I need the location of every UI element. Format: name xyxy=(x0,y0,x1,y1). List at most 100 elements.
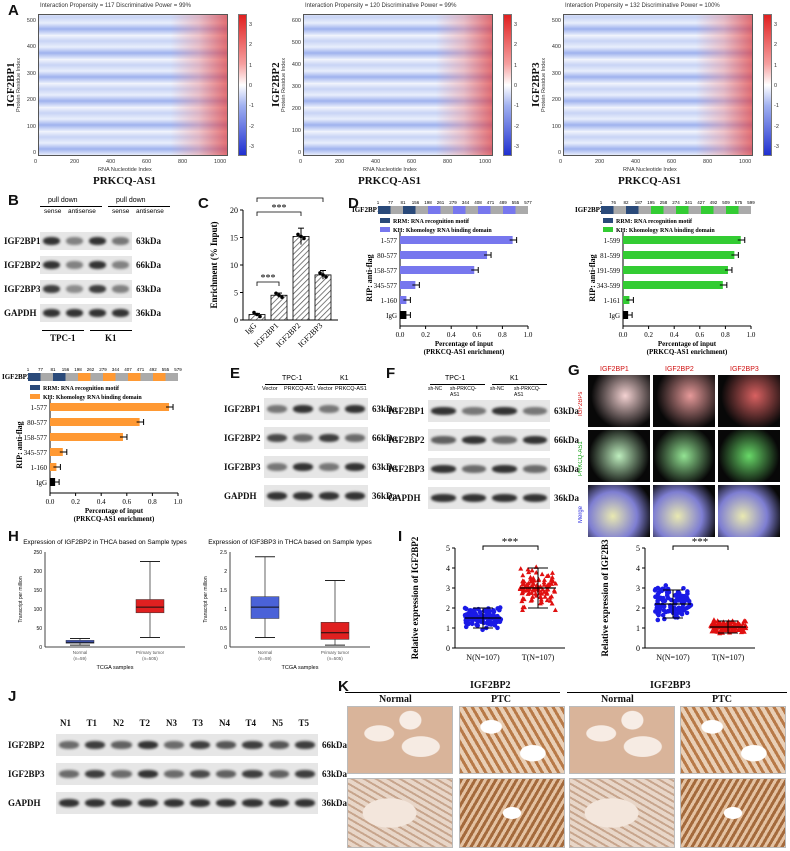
d-domain-number: 509 xyxy=(722,200,730,205)
k-group-label: IGF2BP2 xyxy=(470,680,511,691)
colorbar-tick: 2 xyxy=(514,42,518,49)
blot-kda: 66kDa xyxy=(136,260,162,270)
g-row-label: Merge xyxy=(578,505,584,523)
d-bar xyxy=(50,433,123,441)
i-ytick-label: 3 xyxy=(636,584,640,593)
d-bar xyxy=(400,296,407,304)
d-xtick-label: 0.4 xyxy=(670,331,679,339)
i-point xyxy=(464,606,469,612)
blot-strip xyxy=(40,280,132,298)
f-line xyxy=(430,384,485,385)
d-domain-seg xyxy=(415,206,428,214)
b-lane-2: antisense xyxy=(68,208,96,215)
blot-band xyxy=(137,741,158,749)
blot-band xyxy=(216,799,237,807)
blot-band xyxy=(43,261,60,269)
blot-band xyxy=(112,237,129,245)
blot-band xyxy=(66,309,83,317)
f-lane: sh-PRKCQ-AS1 xyxy=(450,386,477,398)
blot-band xyxy=(137,799,158,807)
i-point xyxy=(497,619,503,625)
d-domain-number: 427 xyxy=(697,200,705,205)
d-domain-seg xyxy=(440,206,453,214)
i-point xyxy=(537,594,543,600)
d-category: IgG xyxy=(609,312,620,320)
blot-band xyxy=(89,285,106,293)
i-point xyxy=(520,572,526,578)
heatmap-xlabel: RNA Nucleotide Index xyxy=(98,167,152,173)
e-cell: K1 xyxy=(340,375,349,382)
blot-kda: 63kDa xyxy=(322,769,348,779)
blot-band xyxy=(522,494,547,502)
d-bar xyxy=(50,448,63,456)
d-xtick-label: 0.2 xyxy=(644,331,653,339)
blot-band xyxy=(492,465,517,473)
i-point xyxy=(552,607,558,612)
d-bar xyxy=(623,236,741,244)
i-point xyxy=(520,579,526,584)
heatmap-header: Interaction Propensity = 117 Discriminat… xyxy=(40,3,191,9)
g-fluor-image xyxy=(718,375,780,427)
d-domain-number: 407 xyxy=(124,367,132,372)
i-point xyxy=(711,625,717,631)
f-lane: sh-PRKCQ-AS1 xyxy=(514,386,541,398)
d-domain-number: 77 xyxy=(38,367,44,372)
heatmap-xtick: 600 xyxy=(667,159,677,165)
panel-e-letter: E xyxy=(230,365,241,382)
heatmap-ytick: 200 xyxy=(26,97,36,104)
heatmap-colorbar xyxy=(238,14,247,156)
i-point xyxy=(684,610,690,616)
heatmap-ytick: 400 xyxy=(26,44,36,51)
d-domain-number: 77 xyxy=(388,200,394,205)
d-domain-seg xyxy=(403,206,416,214)
d-category: IgG xyxy=(36,479,47,487)
d-xlabel2: (PRKCQ-AS1 enrichment) xyxy=(424,348,505,356)
i-point xyxy=(653,586,658,592)
j-lane: T3 xyxy=(192,718,204,728)
k-sub-label: PTC xyxy=(491,694,511,705)
panel-i-letter: I xyxy=(398,528,403,545)
heatmap-ytick: 200 xyxy=(291,106,301,112)
d-category: 191-599 xyxy=(597,267,621,275)
i-point xyxy=(489,622,494,627)
d-category: 1-577 xyxy=(31,404,48,412)
i-point xyxy=(525,580,531,586)
c-point xyxy=(324,275,328,279)
blot-band xyxy=(345,492,365,500)
d-domain-number: 471 xyxy=(137,367,145,372)
k-sub-label: Normal xyxy=(601,694,634,705)
d-domain-seg xyxy=(153,373,166,381)
heatmap-header: Interaction Propensity = 120 Discriminat… xyxy=(305,3,457,9)
i-point xyxy=(660,612,666,618)
blot-band xyxy=(85,770,106,778)
f-cell: K1 xyxy=(510,375,519,382)
i-point xyxy=(551,587,557,593)
panel-h-igf2bp2-box: Expression of IGF2BP2 in THCA based on S… xyxy=(18,539,188,671)
h-category: (n=59) xyxy=(258,656,272,661)
j-lane: N5 xyxy=(272,718,283,728)
blot-row-label: GAPDH xyxy=(224,491,257,501)
heatmap-xtick: 0 xyxy=(559,159,563,165)
d-bar xyxy=(400,236,513,244)
b-lane-1: sense xyxy=(44,208,62,215)
blot-strip xyxy=(264,456,368,478)
blot-band xyxy=(66,261,83,269)
panel-a-letter: A xyxy=(8,2,19,19)
d-legend-kh: KH: Khomology RNA binding domain xyxy=(43,395,142,401)
heatmap-ytick: 600 xyxy=(291,18,301,24)
c-sig-bracket xyxy=(256,197,324,202)
blot-band xyxy=(112,309,129,317)
blot-band xyxy=(267,463,287,471)
blot-band xyxy=(492,494,517,502)
blot-band xyxy=(293,463,313,471)
j-lane: T1 xyxy=(86,718,98,728)
i-point xyxy=(470,608,476,614)
d-legend-kh-swatch xyxy=(603,227,613,232)
blot-band xyxy=(319,463,339,471)
d-xlabel: Percentage of input xyxy=(85,507,144,515)
d-bar xyxy=(623,251,735,259)
c-sig-bracket xyxy=(256,281,280,286)
heatmap-xtick: 400 xyxy=(631,159,641,165)
heatmap-header: Interaction Propensity = 132 Discriminat… xyxy=(565,3,720,9)
i-point xyxy=(548,577,554,582)
